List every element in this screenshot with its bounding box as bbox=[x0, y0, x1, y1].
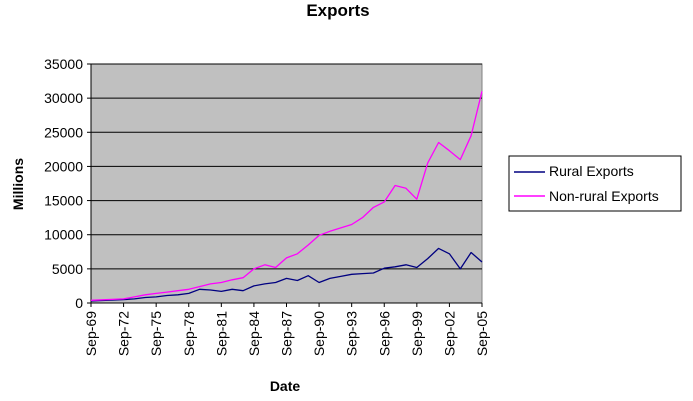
series-line-rural-exports bbox=[90, 247, 483, 302]
y-tick-label: 30000 bbox=[44, 90, 83, 106]
x-tick-label: Sep-69 bbox=[83, 311, 99, 356]
x-tick-label: Sep-96 bbox=[376, 311, 392, 356]
y-tick-label: 10000 bbox=[44, 227, 83, 243]
y-axis-title: Millions bbox=[10, 158, 26, 210]
x-tick-label: Sep-90 bbox=[311, 311, 327, 356]
series-line-non-rural-exports bbox=[90, 91, 483, 301]
grid-lines bbox=[90, 63, 482, 304]
legend-box bbox=[508, 155, 682, 212]
y-tick-label: 5000 bbox=[52, 261, 83, 277]
chart-title: Exports bbox=[306, 1, 369, 20]
y-tick-label: 35000 bbox=[44, 56, 83, 72]
x-tick-label: Sep-05 bbox=[474, 311, 490, 356]
y-tick-label: 20000 bbox=[44, 158, 83, 174]
legend: Rural Exports Non-rural Exports bbox=[508, 155, 682, 212]
x-tick-label: Sep-75 bbox=[148, 311, 164, 356]
x-tick-label: Sep-02 bbox=[441, 311, 457, 356]
x-tick-label: Sep-72 bbox=[116, 311, 132, 356]
x-tick-label: Sep-81 bbox=[213, 311, 229, 356]
y-tick-label: 15000 bbox=[44, 193, 83, 209]
y-tick-label: 25000 bbox=[44, 124, 83, 140]
series-lines bbox=[90, 91, 483, 302]
x-tick-label: Sep-78 bbox=[181, 311, 197, 356]
plot-area bbox=[90, 63, 483, 304]
legend-label-non-rural-exports: Non-rural Exports bbox=[549, 188, 659, 204]
y-tick-label: 0 bbox=[75, 295, 83, 311]
x-tick-label: Sep-87 bbox=[279, 311, 295, 356]
x-tick-label: Sep-84 bbox=[246, 311, 262, 356]
x-tick-label: Sep-93 bbox=[344, 311, 360, 356]
y-axis-ticks: 0 5000 10000 15000 20000 25000 30000 35000 bbox=[44, 56, 91, 311]
x-tick-label: Sep-99 bbox=[409, 311, 425, 356]
x-axis-ticks: Sep-69 Sep-72 Sep-75 Sep-78 Sep-81 Sep-84 Sep-… bbox=[83, 303, 490, 356]
x-axis-title: Date bbox=[270, 378, 301, 394]
legend-label-rural-exports: Rural Exports bbox=[549, 163, 634, 179]
